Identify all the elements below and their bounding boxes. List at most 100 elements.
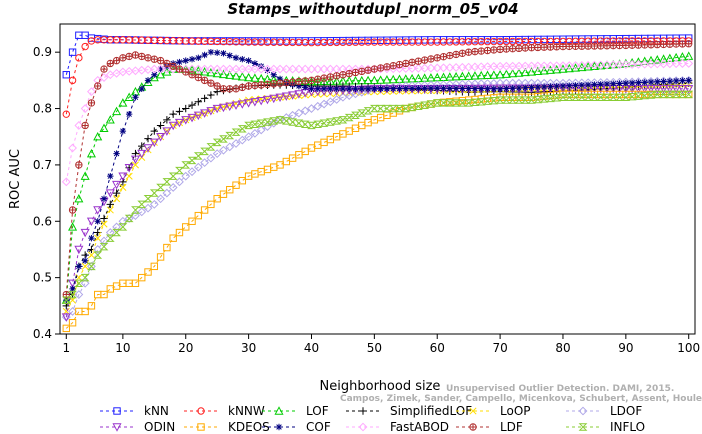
data-point-lof bbox=[130, 86, 140, 96]
data-point-odin bbox=[86, 217, 96, 227]
data-point-ldof bbox=[332, 95, 342, 104]
data-point-cof bbox=[584, 81, 592, 89]
data-point-inflo bbox=[206, 143, 216, 151]
data-point-inflo bbox=[627, 93, 637, 101]
data-point-inflo bbox=[237, 125, 247, 133]
data-point-inflo bbox=[175, 166, 184, 175]
data-point-kdeos bbox=[320, 138, 328, 147]
y-tick-label-4: 0.8 bbox=[33, 102, 52, 116]
data-point-lof bbox=[545, 65, 555, 74]
data-point-inflo bbox=[105, 234, 115, 242]
data-point-inflo bbox=[225, 131, 235, 140]
data-point-ldf bbox=[408, 58, 416, 67]
data-point-cof bbox=[188, 56, 196, 63]
legend-item-ldf: LDF bbox=[456, 420, 523, 434]
data-point-odin bbox=[250, 98, 260, 107]
series-line-lof bbox=[65, 55, 689, 301]
legend-label-fastabod: FastABOD bbox=[390, 420, 449, 434]
data-point-ldof bbox=[162, 188, 172, 198]
data-point-lof bbox=[464, 71, 474, 80]
legend-item-knnw: kNNW bbox=[184, 404, 265, 418]
data-point-fastabod bbox=[627, 60, 637, 69]
data-point-ldf bbox=[251, 81, 259, 90]
data-point-fastabod bbox=[671, 59, 681, 69]
data-point-cof bbox=[69, 285, 76, 293]
data-point-odin bbox=[118, 172, 128, 181]
data-point-inflo bbox=[489, 96, 499, 105]
data-point-fastabod bbox=[571, 61, 580, 70]
data-point-lof bbox=[514, 68, 524, 77]
data-point-inflo bbox=[376, 104, 386, 113]
data-point-ldof bbox=[678, 76, 687, 85]
data-point-ldf bbox=[270, 80, 278, 88]
data-point-inflo bbox=[269, 117, 279, 125]
data-point-odin bbox=[162, 127, 172, 136]
data-point-ldf bbox=[527, 43, 536, 52]
data-point-simplifiedlof bbox=[106, 200, 114, 209]
data-point-ldf bbox=[182, 68, 190, 76]
data-point-loop bbox=[81, 262, 89, 270]
data-point-fastabod bbox=[225, 64, 235, 74]
data-point-lof bbox=[476, 70, 486, 80]
data-point-cof bbox=[113, 150, 120, 157]
legend-marker-kdeos bbox=[197, 423, 205, 431]
data-point-inflo bbox=[520, 96, 530, 104]
data-point-cof bbox=[195, 54, 202, 62]
data-point-fastabod bbox=[319, 64, 329, 74]
data-point-odin bbox=[684, 85, 694, 94]
data-point-cof bbox=[478, 85, 485, 92]
data-point-cof bbox=[566, 82, 573, 89]
legend-item-inflo: INFLO bbox=[566, 420, 645, 434]
data-point-ldf bbox=[653, 40, 661, 49]
data-point-ldf bbox=[131, 51, 140, 59]
data-point-loop bbox=[270, 94, 278, 102]
data-point-cof bbox=[672, 77, 680, 85]
plot-frame bbox=[59, 23, 696, 335]
data-point-inflo bbox=[313, 120, 323, 129]
data-point-fastabod bbox=[206, 64, 216, 74]
data-point-kdeos bbox=[226, 186, 234, 194]
data-point-ldof bbox=[665, 76, 675, 86]
data-point-ldf bbox=[364, 66, 372, 74]
legend-marker-lof bbox=[274, 406, 284, 415]
data-point-cof bbox=[138, 85, 145, 93]
data-point-inflo bbox=[250, 120, 260, 129]
data-point-inflo bbox=[388, 104, 398, 113]
data-point-cof bbox=[534, 83, 542, 91]
data-point-fastabod bbox=[325, 64, 335, 74]
legend-marker-knnw bbox=[197, 407, 205, 415]
data-point-odin bbox=[200, 109, 210, 118]
data-point-cof bbox=[151, 71, 158, 78]
data-point-cof bbox=[610, 80, 617, 87]
legend-marker-loop bbox=[469, 407, 477, 415]
data-point-inflo bbox=[344, 113, 354, 122]
data-point-ldf bbox=[546, 43, 555, 51]
data-point-fastabod bbox=[596, 60, 606, 70]
data-point-cof bbox=[685, 77, 692, 84]
data-point-ldf bbox=[282, 78, 291, 87]
data-point-ldf bbox=[125, 52, 133, 61]
data-point-ldof bbox=[149, 199, 159, 209]
data-point-inflo bbox=[363, 107, 373, 115]
y-axis: 0.4 0.5 0.6 0.7 0.8 0.9 bbox=[33, 45, 60, 341]
series-ldof bbox=[61, 75, 694, 322]
data-point-kdeos bbox=[207, 200, 215, 209]
data-point-fastabod bbox=[149, 64, 159, 74]
data-point-cof bbox=[239, 56, 246, 63]
legend-marker-cof bbox=[275, 423, 283, 431]
data-point-inflo bbox=[589, 93, 599, 101]
data-point-odin bbox=[137, 149, 147, 159]
data-point-cof bbox=[157, 65, 164, 73]
data-point-simplifiedlof bbox=[100, 214, 108, 223]
data-point-ldof bbox=[294, 108, 304, 118]
data-point-ldof bbox=[237, 135, 247, 145]
data-point-fastabod bbox=[659, 59, 668, 69]
data-point-fastabod bbox=[615, 60, 624, 70]
data-point-ldof bbox=[193, 162, 203, 172]
data-point-odin bbox=[130, 155, 140, 165]
data-point-ldof bbox=[181, 171, 191, 181]
data-point-cof bbox=[484, 85, 491, 92]
data-point-simplifiedlof bbox=[125, 164, 133, 172]
data-point-lof bbox=[162, 67, 172, 76]
data-point-lof bbox=[93, 131, 103, 141]
